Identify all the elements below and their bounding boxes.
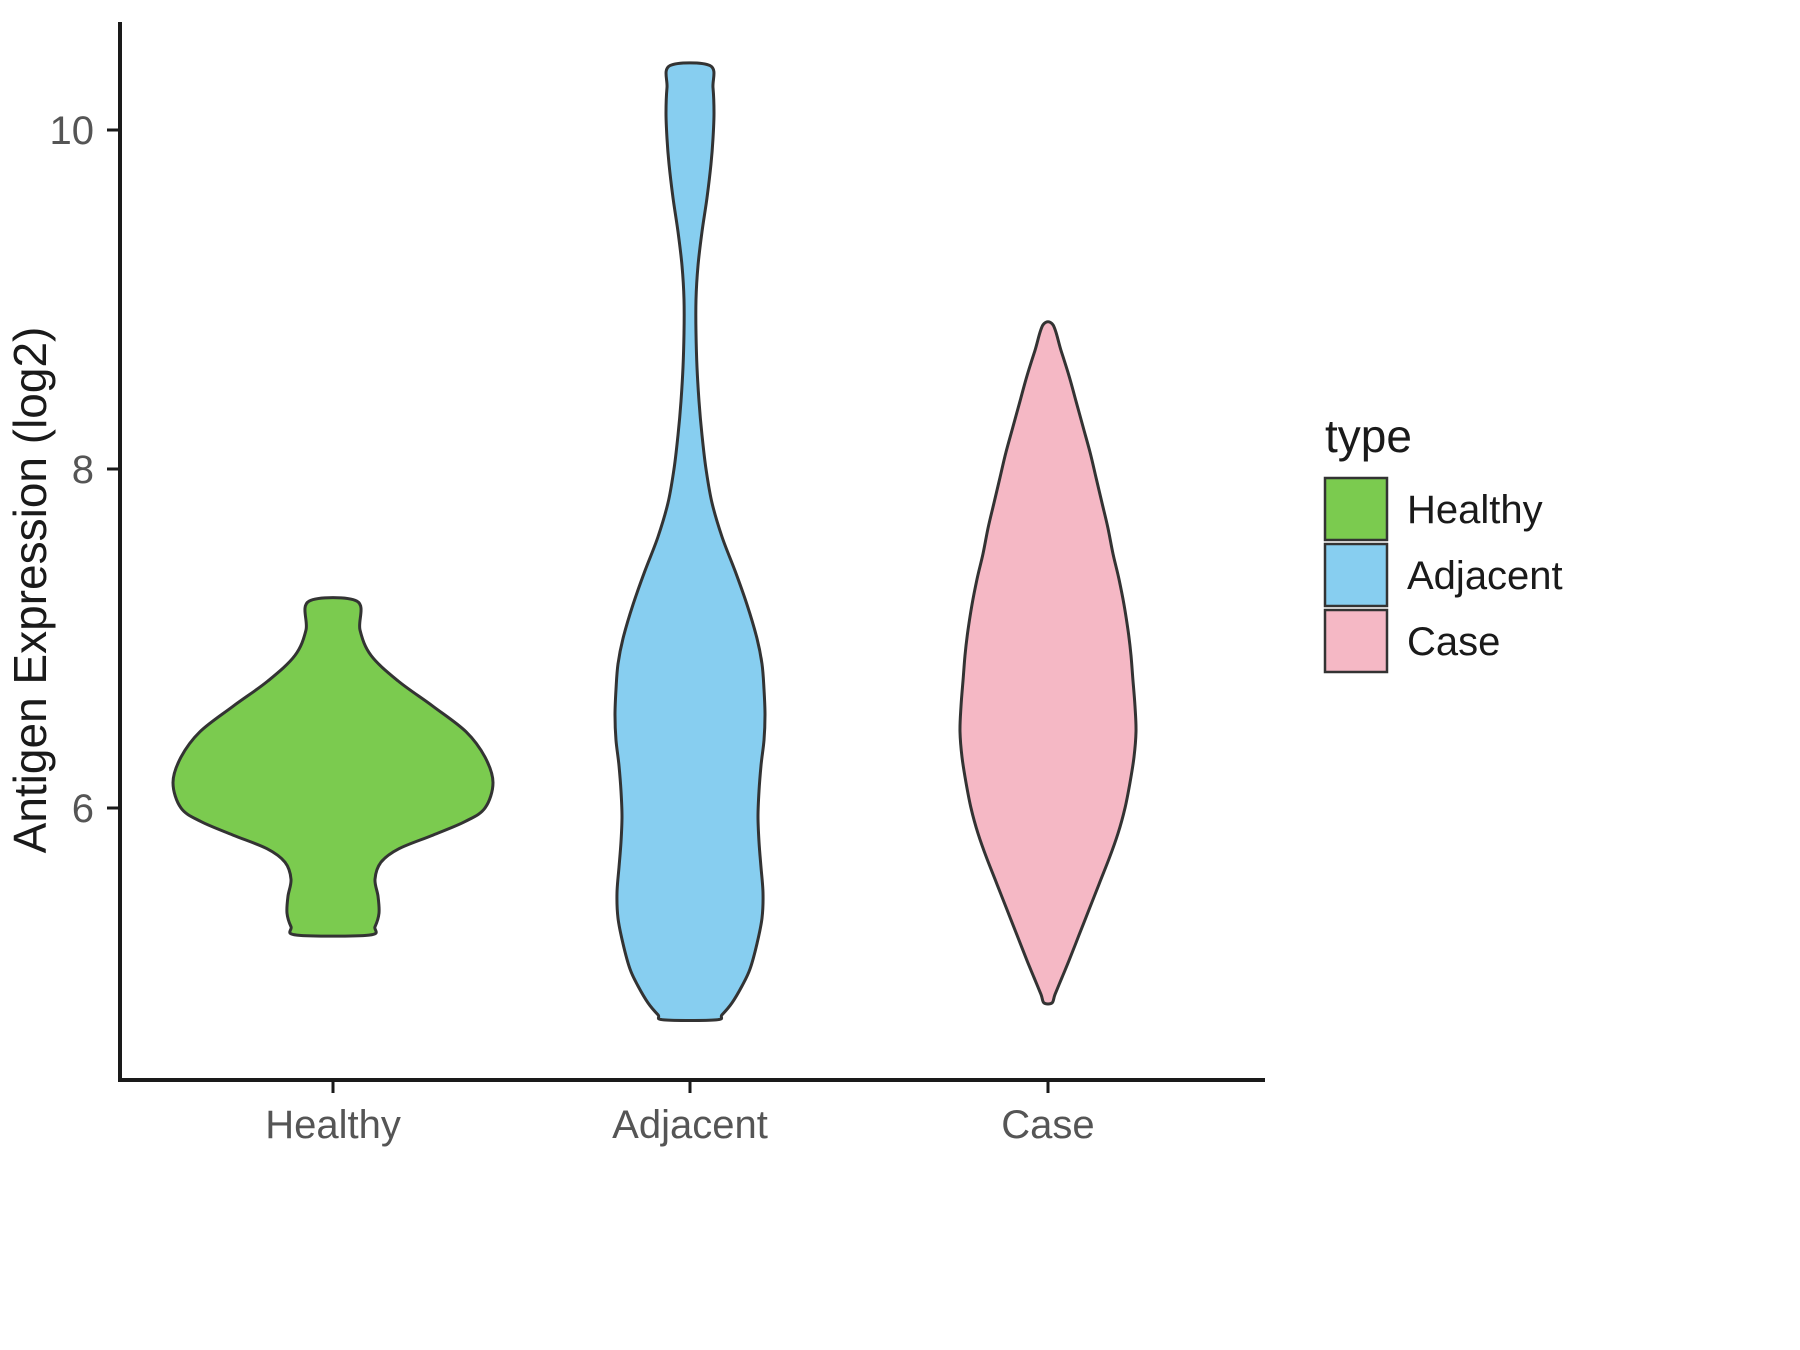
legend-swatch-case (1323, 608, 1389, 674)
legend-swatch-healthy (1323, 476, 1389, 542)
violin-adjacent (613, 61, 767, 1022)
legend-title: type (1325, 410, 1412, 462)
x-category-label: Case (1001, 1103, 1094, 1147)
x-category-label: Healthy (265, 1103, 401, 1147)
legend-label-healthy: Healthy (1407, 488, 1543, 532)
y-tick-label: 8 (72, 448, 94, 492)
legend-swatch-adjacent (1323, 542, 1389, 608)
violin-case (958, 320, 1138, 1006)
y-tick-label: 10 (50, 109, 95, 153)
axis-lines (118, 22, 1265, 1082)
y-tick-label: 6 (72, 787, 94, 831)
x-category-label: Adjacent (612, 1103, 768, 1147)
y-axis-title: Antigen Expression (log2) (4, 327, 56, 854)
legend-label-case: Case (1407, 620, 1500, 664)
chart-layer: 6 8 10 Healthy Adjacent Case Healthy Adjacent Ca… (50, 22, 1563, 1147)
legend-label-adjacent: Adjacent (1407, 554, 1563, 598)
violin-healthy (171, 596, 495, 938)
